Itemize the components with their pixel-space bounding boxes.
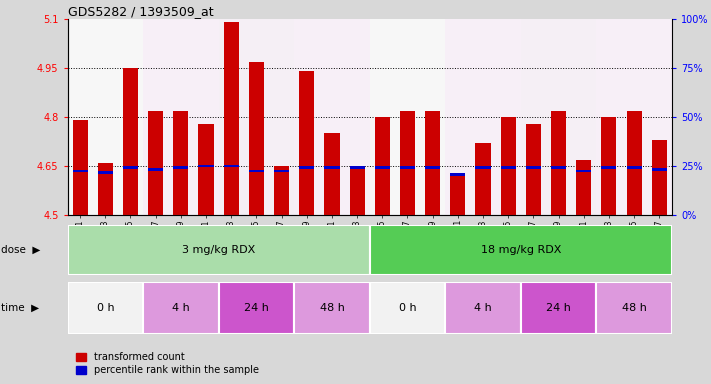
Bar — [445, 282, 520, 334]
Bar — [350, 166, 365, 169]
Bar — [350, 169, 365, 215]
Bar — [425, 111, 440, 215]
Bar — [68, 282, 143, 334]
Text: 18 mg/kg RDX: 18 mg/kg RDX — [481, 245, 561, 255]
Bar — [597, 19, 672, 215]
Bar — [143, 282, 219, 334]
Bar — [148, 111, 164, 215]
Bar — [450, 176, 466, 215]
Text: 24 h: 24 h — [546, 303, 571, 313]
Text: GDS5282 / 1393509_at: GDS5282 / 1393509_at — [68, 5, 213, 18]
Bar — [173, 166, 188, 169]
Bar — [375, 166, 390, 169]
Bar — [626, 166, 642, 169]
Bar — [400, 166, 415, 169]
Bar — [324, 166, 340, 169]
Text: dose  ▶: dose ▶ — [1, 245, 41, 255]
Bar — [148, 168, 164, 170]
Bar — [198, 124, 213, 215]
Text: 0 h: 0 h — [97, 303, 114, 313]
Bar — [551, 166, 566, 169]
Bar — [597, 282, 672, 334]
Bar — [294, 19, 370, 215]
Bar — [173, 111, 188, 215]
Bar — [219, 282, 294, 334]
Bar — [450, 173, 466, 175]
Text: 3 mg/kg RDX: 3 mg/kg RDX — [182, 245, 255, 255]
Bar — [501, 117, 515, 215]
Bar — [520, 282, 597, 334]
Bar — [375, 117, 390, 215]
Bar — [526, 166, 541, 169]
Bar — [224, 165, 239, 167]
Bar — [370, 19, 445, 215]
Legend: transformed count, percentile rank within the sample: transformed count, percentile rank withi… — [73, 348, 262, 379]
Bar — [370, 282, 445, 334]
Bar — [526, 124, 541, 215]
Bar — [299, 71, 314, 215]
Bar — [602, 117, 616, 215]
Bar — [123, 166, 138, 169]
Bar — [445, 19, 521, 215]
Bar — [425, 166, 440, 169]
Bar — [602, 166, 616, 169]
Bar — [652, 168, 667, 170]
Bar — [299, 166, 314, 169]
Text: 0 h: 0 h — [399, 303, 417, 313]
Bar — [476, 166, 491, 169]
Bar — [274, 170, 289, 172]
Bar — [68, 19, 143, 215]
Bar — [626, 111, 642, 215]
Bar — [98, 163, 113, 215]
Bar — [249, 62, 264, 215]
Bar — [551, 111, 566, 215]
Text: 4 h: 4 h — [474, 303, 492, 313]
Bar — [576, 170, 592, 172]
Bar — [521, 19, 597, 215]
Bar — [294, 282, 370, 334]
Bar — [370, 225, 672, 275]
Bar — [249, 170, 264, 172]
Bar — [198, 165, 213, 167]
Bar — [68, 225, 370, 275]
Text: time  ▶: time ▶ — [1, 303, 40, 313]
Bar — [123, 68, 138, 215]
Bar — [501, 166, 515, 169]
Bar — [652, 140, 667, 215]
Text: 4 h: 4 h — [172, 303, 190, 313]
Bar — [73, 170, 87, 172]
Text: 48 h: 48 h — [621, 303, 646, 313]
Bar — [476, 143, 491, 215]
Bar — [400, 111, 415, 215]
Bar — [274, 166, 289, 215]
Bar — [324, 133, 340, 215]
Text: 48 h: 48 h — [319, 303, 344, 313]
Bar — [224, 23, 239, 215]
Bar — [98, 171, 113, 174]
Bar — [219, 19, 294, 215]
Text: 24 h: 24 h — [244, 303, 269, 313]
Bar — [143, 19, 219, 215]
Bar — [73, 120, 87, 215]
Bar — [576, 160, 592, 215]
